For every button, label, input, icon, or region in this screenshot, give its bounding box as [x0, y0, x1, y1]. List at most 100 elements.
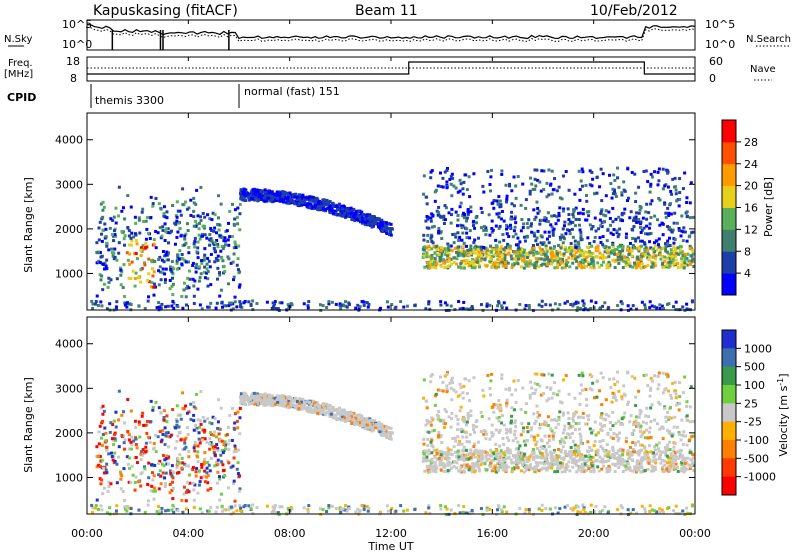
- velocity-cell: [538, 426, 542, 430]
- power-cell: [579, 251, 583, 255]
- velocity-cell: [155, 510, 159, 514]
- power-cell: [620, 213, 624, 217]
- power-cell: [666, 242, 670, 246]
- power-cell: [194, 270, 198, 274]
- power-cell: [602, 213, 606, 217]
- velocity-cell: [178, 413, 182, 417]
- velocity-cell: [268, 395, 272, 399]
- power-cell: [472, 219, 476, 223]
- power-cell: [447, 259, 451, 263]
- power-cell: [233, 300, 237, 304]
- velocity-cell: [103, 426, 107, 430]
- velocity-cell: [572, 506, 576, 510]
- velocity-cell: [265, 402, 269, 406]
- power-cell: [130, 260, 134, 264]
- power-cell: [528, 192, 532, 196]
- power-cell: [585, 245, 589, 249]
- velocity-cell: [567, 422, 571, 426]
- velocity-cell: [239, 401, 243, 405]
- power-cell: [387, 233, 391, 237]
- power-cell: [441, 247, 445, 251]
- power-cell: [286, 201, 290, 205]
- power-cell: [531, 244, 535, 248]
- power-cell: [497, 248, 501, 252]
- velocity-cell: [454, 390, 458, 394]
- power-cell: [179, 213, 183, 217]
- power-cell: [130, 231, 134, 235]
- power-cell: [222, 264, 226, 268]
- velocity-cell: [634, 441, 638, 445]
- power-cell: [613, 192, 617, 196]
- velocity-cell: [127, 456, 131, 460]
- power-cell: [352, 207, 356, 211]
- velocity-cell: [244, 398, 248, 402]
- power-cell: [567, 213, 571, 217]
- power-cell: [232, 275, 236, 279]
- velocity-cell: [328, 409, 332, 413]
- power-cell: [673, 237, 677, 241]
- velocity-cell: [233, 499, 237, 503]
- power-cell: [639, 230, 643, 234]
- velocity-cell: [331, 408, 335, 412]
- velocity-cell: [469, 409, 473, 413]
- power-cell: [148, 236, 152, 240]
- power-cell: [126, 258, 130, 262]
- velocity-cell: [160, 506, 164, 510]
- y-tick-label: 3000: [55, 178, 83, 191]
- power-cell: [579, 236, 583, 240]
- power-cell: [330, 300, 334, 304]
- power-cell: [667, 213, 671, 217]
- velocity-cell: [145, 419, 149, 423]
- velocity-cell: [210, 422, 214, 426]
- power-cell: [297, 203, 301, 207]
- velocity-cell: [296, 401, 300, 405]
- velocity-cell: [629, 511, 633, 515]
- power-cell: [235, 263, 239, 267]
- power-cell: [650, 265, 654, 269]
- power-cell: [653, 264, 657, 268]
- velocity-cell: [315, 407, 319, 411]
- velocity-cell: [638, 443, 642, 447]
- power-cell: [318, 203, 322, 207]
- velocity-cell: [181, 461, 185, 465]
- power-cell: [665, 257, 669, 261]
- velocity-cell: [639, 458, 643, 462]
- power-cell: [380, 229, 384, 233]
- power-cell: [165, 210, 169, 214]
- velocity-cell: [422, 378, 426, 382]
- power-cell: [171, 204, 175, 208]
- power-cell: [565, 300, 569, 304]
- velocity-cell: [247, 402, 251, 406]
- velocity-cell: [209, 432, 213, 436]
- power-cell: [510, 263, 514, 267]
- power-cell: [331, 209, 335, 213]
- power-cell: [629, 307, 633, 311]
- power-cell: [590, 170, 594, 174]
- power-cell: [480, 245, 484, 249]
- velocity-cell: [226, 442, 230, 446]
- velocity-cell: [278, 400, 282, 404]
- velocity-cell: [533, 391, 537, 395]
- power-cell: [508, 247, 512, 251]
- power-cell: [425, 255, 429, 259]
- power-cell: [648, 306, 652, 310]
- velocity-cell: [679, 449, 683, 453]
- power-cell: [278, 192, 282, 196]
- velocity-cell: [389, 426, 393, 430]
- velocity-cell: [101, 412, 105, 416]
- power-cell: [550, 192, 554, 196]
- power-cell: [490, 219, 494, 223]
- power-cell: [648, 222, 652, 226]
- power-cell: [658, 306, 662, 310]
- velocity-cell: [151, 408, 155, 412]
- velocity-cell: [134, 455, 138, 459]
- power-cell: [508, 182, 512, 186]
- power-cell: [389, 231, 393, 235]
- power-cell: [664, 244, 668, 248]
- power-cell: [200, 261, 204, 265]
- power-cell: [542, 188, 546, 192]
- power-cell: [160, 234, 164, 238]
- velocity-cell: [685, 414, 689, 418]
- power-cell: [512, 229, 516, 233]
- power-cell: [192, 196, 196, 200]
